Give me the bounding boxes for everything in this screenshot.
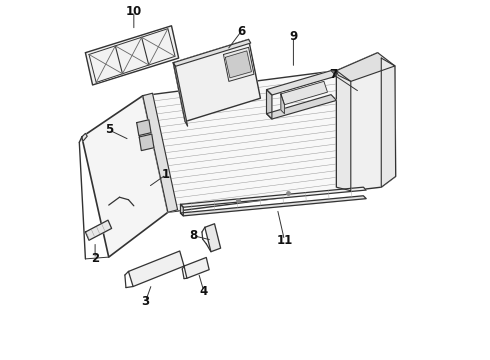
Text: 9: 9 [289, 30, 297, 43]
Polygon shape [281, 94, 285, 114]
Polygon shape [184, 257, 209, 278]
Polygon shape [139, 134, 154, 150]
Polygon shape [337, 53, 395, 191]
Polygon shape [267, 71, 337, 95]
Polygon shape [267, 90, 272, 119]
Text: 6: 6 [237, 25, 245, 38]
Polygon shape [281, 81, 327, 105]
Polygon shape [180, 204, 183, 216]
Polygon shape [82, 96, 168, 257]
Polygon shape [223, 47, 254, 81]
Polygon shape [143, 71, 364, 212]
Polygon shape [337, 53, 395, 81]
Polygon shape [89, 29, 175, 82]
Polygon shape [137, 120, 151, 135]
Text: 4: 4 [199, 285, 208, 298]
Polygon shape [82, 134, 87, 141]
Polygon shape [381, 58, 395, 187]
Text: 11: 11 [276, 234, 293, 247]
Polygon shape [128, 251, 184, 287]
Polygon shape [180, 196, 366, 216]
Polygon shape [180, 187, 366, 207]
Polygon shape [85, 26, 179, 85]
Text: 3: 3 [141, 296, 149, 309]
Text: 1: 1 [162, 168, 170, 181]
Polygon shape [173, 40, 251, 66]
Polygon shape [173, 40, 260, 122]
Polygon shape [205, 224, 220, 252]
Text: 7: 7 [329, 68, 337, 81]
Text: 5: 5 [104, 123, 113, 136]
Polygon shape [143, 93, 177, 212]
Text: 10: 10 [126, 5, 142, 18]
Polygon shape [85, 220, 112, 240]
Polygon shape [337, 71, 351, 191]
Polygon shape [267, 95, 337, 119]
Text: 2: 2 [91, 252, 99, 265]
Text: 8: 8 [189, 229, 197, 242]
Polygon shape [173, 63, 188, 126]
Polygon shape [225, 51, 251, 78]
